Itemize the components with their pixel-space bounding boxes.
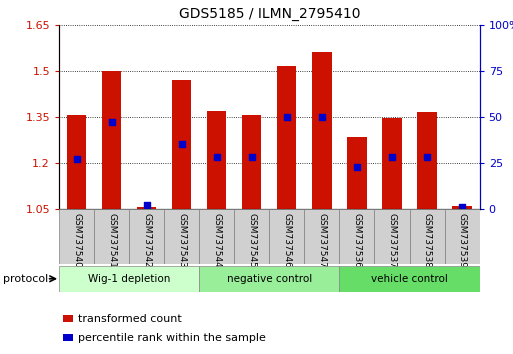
Bar (67, 115, 86, 209)
Bar (242, 115, 262, 209)
Text: GSM737536: GSM737536 (352, 213, 362, 268)
Point (318, 114, 326, 120)
Bar (269, 209, 304, 264)
Point (353, 164, 361, 169)
Text: GSM737543: GSM737543 (177, 213, 186, 268)
Bar (94, 209, 129, 264)
Text: GSM737546: GSM737546 (282, 213, 291, 268)
Bar (234, 209, 269, 264)
Text: GSM737539: GSM737539 (458, 213, 467, 268)
Bar (277, 66, 297, 209)
Bar (312, 52, 331, 209)
Bar (207, 111, 226, 209)
Bar (59, 209, 94, 264)
Bar (199, 209, 234, 264)
Point (72, 156, 81, 162)
Text: GSM737537: GSM737537 (387, 213, 397, 268)
Point (108, 120, 116, 125)
Bar (340, 209, 374, 264)
Point (248, 154, 256, 160)
Title: GDS5185 / ILMN_2795410: GDS5185 / ILMN_2795410 (179, 7, 360, 21)
Text: Wig-1 depletion: Wig-1 depletion (88, 274, 170, 284)
Bar (199, 266, 340, 292)
Bar (409, 209, 445, 264)
Text: protocol: protocol (3, 274, 48, 284)
Point (177, 142, 186, 147)
Bar (382, 118, 402, 209)
Text: GSM737540: GSM737540 (72, 213, 81, 268)
Point (212, 154, 221, 160)
Text: GSM737547: GSM737547 (318, 213, 326, 268)
Text: GSM737541: GSM737541 (107, 213, 116, 268)
Bar (374, 209, 409, 264)
Bar (102, 71, 121, 209)
Bar (445, 209, 480, 264)
Text: GSM737545: GSM737545 (247, 213, 256, 268)
Bar (172, 80, 191, 209)
Text: GSM737542: GSM737542 (142, 213, 151, 268)
Bar (164, 209, 199, 264)
Text: GSM737538: GSM737538 (423, 213, 431, 268)
Text: GSM737544: GSM737544 (212, 213, 221, 268)
Bar (304, 209, 340, 264)
Point (283, 114, 291, 120)
Point (388, 154, 396, 160)
Bar (452, 206, 472, 209)
Bar (129, 209, 164, 264)
Text: transformed count: transformed count (78, 314, 182, 324)
Bar (347, 137, 367, 209)
Text: vehicle control: vehicle control (371, 274, 448, 284)
Bar (418, 112, 437, 209)
Text: negative control: negative control (227, 274, 312, 284)
Text: percentile rank within the sample: percentile rank within the sample (78, 333, 266, 343)
Bar (340, 266, 480, 292)
Bar (63, 315, 73, 322)
Bar (59, 266, 199, 292)
Bar (63, 334, 73, 341)
Point (423, 154, 431, 160)
Bar (137, 207, 156, 209)
Point (143, 202, 151, 208)
Point (458, 204, 466, 210)
